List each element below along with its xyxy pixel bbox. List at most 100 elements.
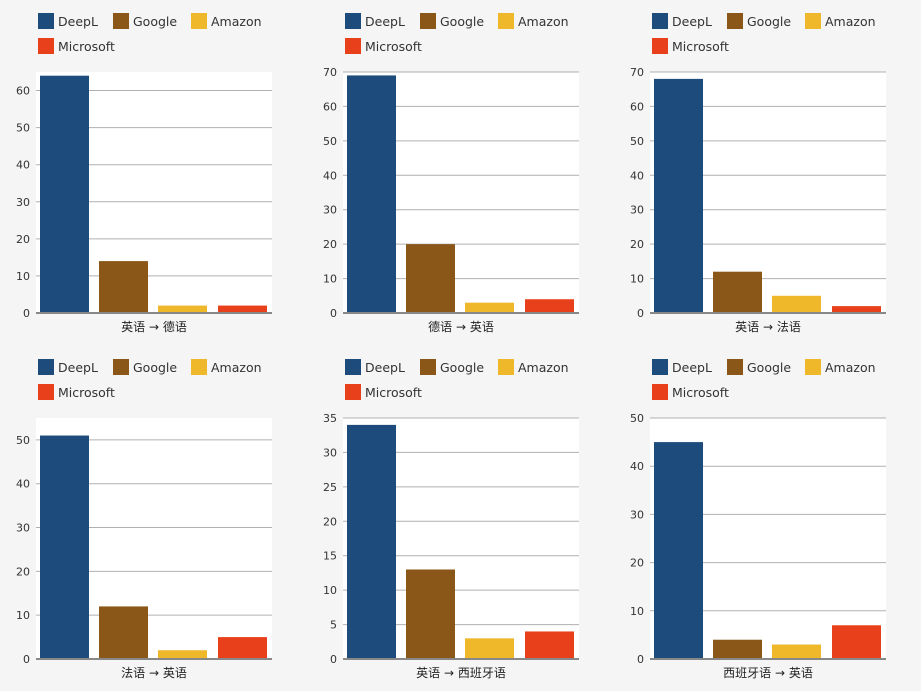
legend-item-google[interactable]: Google: [727, 13, 791, 29]
legend-swatch: [113, 359, 129, 375]
legend-item-microsoft[interactable]: Microsoft: [652, 38, 729, 54]
legend-item-amazon[interactable]: Amazon: [498, 359, 569, 375]
y-tick-label: 70: [323, 66, 337, 79]
legend-swatch: [727, 13, 743, 29]
bar-google[interactable]: [713, 639, 762, 659]
bar-amazon[interactable]: [772, 644, 821, 659]
legend-swatch: [345, 13, 361, 29]
legend-item-microsoft[interactable]: Microsoft: [345, 384, 422, 400]
y-tick-label: 40: [323, 169, 337, 182]
legend-item-google[interactable]: Google: [727, 359, 791, 375]
bar-google[interactable]: [406, 569, 455, 659]
legend-item-deepl[interactable]: DeepL: [345, 13, 405, 29]
y-tick-label: 30: [16, 196, 30, 209]
bar-google[interactable]: [406, 244, 455, 313]
legend-item-amazon[interactable]: Amazon: [191, 359, 262, 375]
y-tick-label: 25: [323, 481, 337, 494]
bar-deepl[interactable]: [654, 442, 703, 659]
bar-microsoft[interactable]: [218, 637, 267, 659]
bar-google[interactable]: [99, 606, 148, 659]
bar-amazon[interactable]: [772, 295, 821, 313]
y-tick-label: 50: [16, 122, 30, 135]
legend-item-deepl[interactable]: DeepL: [38, 13, 98, 29]
legend-item-google[interactable]: Google: [113, 359, 177, 375]
legend-item-amazon[interactable]: Amazon: [805, 13, 876, 29]
legend-label: Amazon: [518, 13, 569, 29]
bar-deepl[interactable]: [654, 78, 703, 313]
x-axis-label: 西班牙语 → 英语: [723, 666, 813, 680]
bar-amazon[interactable]: [158, 305, 207, 313]
bar-chart: 0 10 20 30 40 50 60 70 英语 → 法语: [630, 66, 886, 334]
legend-item-google[interactable]: Google: [420, 359, 484, 375]
chart-panel-1: DeepL Google Amazon Microsoft 0 10 20 30 40 50 60 英…: [0, 0, 300, 345]
bar-amazon[interactable]: [465, 302, 514, 313]
legend-swatch: [498, 13, 514, 29]
y-tick-label: 20: [16, 233, 30, 246]
bar-google[interactable]: [99, 261, 148, 313]
legend-item-deepl[interactable]: DeepL: [38, 359, 98, 375]
legend-label: DeepL: [365, 359, 405, 375]
legend-swatch: [498, 359, 514, 375]
legend-item-amazon[interactable]: Amazon: [191, 13, 262, 29]
legend-label: Microsoft: [365, 384, 422, 400]
bar-google[interactable]: [713, 271, 762, 313]
legend-item-google[interactable]: Google: [420, 13, 484, 29]
bar-chart: 0 10 20 30 40 50 法语 → 英语: [16, 418, 272, 680]
y-tick-label: 50: [323, 135, 337, 148]
legend-label: Microsoft: [672, 38, 729, 54]
legend-item-deepl[interactable]: DeepL: [345, 359, 405, 375]
bar-chart: 0 5 10 15 20 25 30 35 英语 → 西班牙语: [323, 412, 579, 680]
legend-label: Amazon: [211, 359, 262, 375]
legend-label: Microsoft: [365, 38, 422, 54]
bar-deepl[interactable]: [40, 75, 89, 313]
legend-swatch: [652, 38, 668, 54]
y-tick-label: 20: [16, 565, 30, 578]
legend-item-deepl[interactable]: DeepL: [652, 359, 712, 375]
y-tick-label: 10: [630, 273, 644, 286]
bar-amazon[interactable]: [465, 638, 514, 659]
legend-item-google[interactable]: Google: [113, 13, 177, 29]
bar-microsoft[interactable]: [832, 306, 881, 313]
y-tick-label: 20: [630, 238, 644, 251]
legend-label: DeepL: [58, 359, 98, 375]
bar-microsoft[interactable]: [525, 299, 574, 313]
bar-deepl[interactable]: [347, 424, 396, 659]
legend-swatch: [191, 359, 207, 375]
legend-label: Amazon: [518, 359, 569, 375]
legend-item-microsoft[interactable]: Microsoft: [38, 384, 115, 400]
y-tick-label: 10: [323, 273, 337, 286]
legend-item-microsoft[interactable]: Microsoft: [345, 38, 422, 54]
legend-item-deepl[interactable]: DeepL: [652, 13, 712, 29]
y-tick-label: 30: [630, 204, 644, 217]
y-tick-label: 60: [630, 100, 644, 113]
legend-swatch: [420, 359, 436, 375]
legend-swatch: [38, 13, 54, 29]
legend-swatch: [420, 13, 436, 29]
legend-swatch: [38, 384, 54, 400]
legend-item-amazon[interactable]: Amazon: [805, 359, 876, 375]
legend-label: DeepL: [365, 13, 405, 29]
bar-microsoft[interactable]: [218, 305, 267, 313]
bar-deepl[interactable]: [347, 75, 396, 313]
legend-label: Amazon: [211, 13, 262, 29]
legend-label: Google: [440, 13, 485, 29]
y-tick-label: 20: [323, 515, 337, 528]
y-tick-label: 40: [16, 478, 30, 491]
bar-chart: 0 10 20 30 40 50 60 英语 → 德语: [16, 72, 272, 334]
legend-label: Google: [133, 359, 178, 375]
legend-swatch: [345, 38, 361, 54]
bar-deepl[interactable]: [40, 435, 89, 659]
bar-microsoft[interactable]: [832, 625, 881, 659]
y-tick-label: 20: [630, 557, 644, 570]
legend-label: Google: [747, 13, 792, 29]
y-tick-label: 50: [16, 434, 30, 447]
legend-item-microsoft[interactable]: Microsoft: [38, 38, 115, 54]
bar-microsoft[interactable]: [525, 631, 574, 659]
y-tick-label: 10: [16, 270, 30, 283]
y-tick-label: 10: [16, 609, 30, 622]
bar-amazon[interactable]: [158, 650, 207, 659]
legend-item-microsoft[interactable]: Microsoft: [652, 384, 729, 400]
y-tick-label: 0: [637, 307, 644, 320]
legend-item-amazon[interactable]: Amazon: [498, 13, 569, 29]
y-tick-label: 30: [630, 508, 644, 521]
